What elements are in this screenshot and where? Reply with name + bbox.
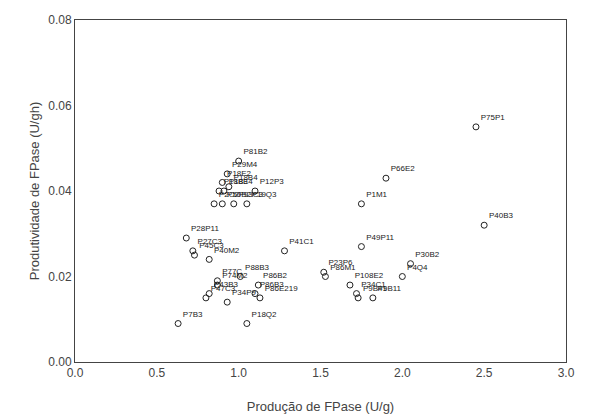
svg-text:0.5: 0.5 [148, 366, 165, 380]
svg-text:P18B4: P18B4 [234, 173, 259, 182]
svg-text:P12P3: P12P3 [260, 177, 285, 186]
svg-text:P88B3: P88B3 [245, 263, 270, 272]
svg-text:3.0: 3.0 [558, 366, 575, 380]
svg-text:P47C3: P47C3 [211, 284, 236, 293]
svg-text:2.5: 2.5 [476, 366, 493, 380]
svg-text:0.0: 0.0 [67, 366, 84, 380]
svg-text:P19Q3: P19Q3 [252, 190, 277, 199]
svg-text:P28P11: P28P11 [191, 224, 219, 233]
svg-text:P86E219: P86E219 [265, 284, 298, 293]
svg-text:P7B3: P7B3 [183, 310, 203, 319]
svg-text:P34C1: P34C1 [361, 280, 386, 289]
svg-text:P2O2: P2O2 [219, 190, 240, 199]
svg-text:P9B11: P9B11 [378, 284, 402, 293]
svg-text:0.08: 0.08 [48, 13, 72, 27]
svg-text:P30B2: P30B2 [415, 250, 440, 259]
svg-text:P1M1: P1M1 [366, 190, 387, 199]
svg-text:P23P6: P23P6 [329, 258, 354, 267]
svg-text:P40M2: P40M2 [214, 246, 240, 255]
svg-text:0.04: 0.04 [48, 184, 72, 198]
svg-text:P18B3: P18B3 [224, 177, 249, 186]
svg-text:1.0: 1.0 [230, 366, 247, 380]
svg-text:P4Q4: P4Q4 [407, 263, 428, 272]
svg-text:P40B3: P40B3 [489, 211, 514, 220]
svg-text:P86M1: P86M1 [330, 263, 356, 272]
svg-text:P45C3: P45C3 [199, 241, 224, 250]
svg-text:Produtividade de FPase (U/gh): Produtividade de FPase (U/gh) [27, 102, 42, 280]
svg-text:1.5: 1.5 [312, 366, 329, 380]
svg-text:2.0: 2.0 [394, 366, 411, 380]
svg-text:P86B3: P86B3 [260, 280, 285, 289]
svg-text:P29M4: P29M4 [232, 160, 258, 169]
svg-text:P43B3: P43B3 [214, 280, 239, 289]
svg-text:P18Q2: P18Q2 [252, 310, 277, 319]
svg-text:P9B41: P9B41 [363, 284, 388, 293]
svg-text:0.06: 0.06 [48, 99, 72, 113]
svg-text:P108E2: P108E2 [355, 271, 384, 280]
svg-text:Produção de FPase (U/g): Produção de FPase (U/g) [247, 399, 394, 414]
svg-text:P77C: P77C [222, 267, 242, 276]
svg-text:P81B2: P81B2 [243, 147, 268, 156]
svg-text:P86B2: P86B2 [263, 271, 288, 280]
svg-text:P50B2: P50B2 [227, 190, 252, 199]
svg-text:P41C1: P41C1 [289, 237, 314, 246]
svg-text:P93C3: P93C3 [239, 190, 264, 199]
svg-text:P75P1: P75P1 [481, 113, 506, 122]
svg-text:P18E2: P18E2 [227, 169, 252, 178]
svg-text:P27C3: P27C3 [198, 237, 223, 246]
svg-text:P49P11: P49P11 [366, 233, 394, 242]
svg-text:0.02: 0.02 [48, 270, 72, 284]
svg-text:P74M2: P74M2 [222, 271, 248, 280]
svg-text:P66E2: P66E2 [391, 164, 416, 173]
svg-text:P34P9: P34P9 [232, 288, 257, 297]
svg-text:P18E4: P18E4 [229, 177, 254, 186]
svg-text:0.00: 0.00 [48, 355, 72, 369]
